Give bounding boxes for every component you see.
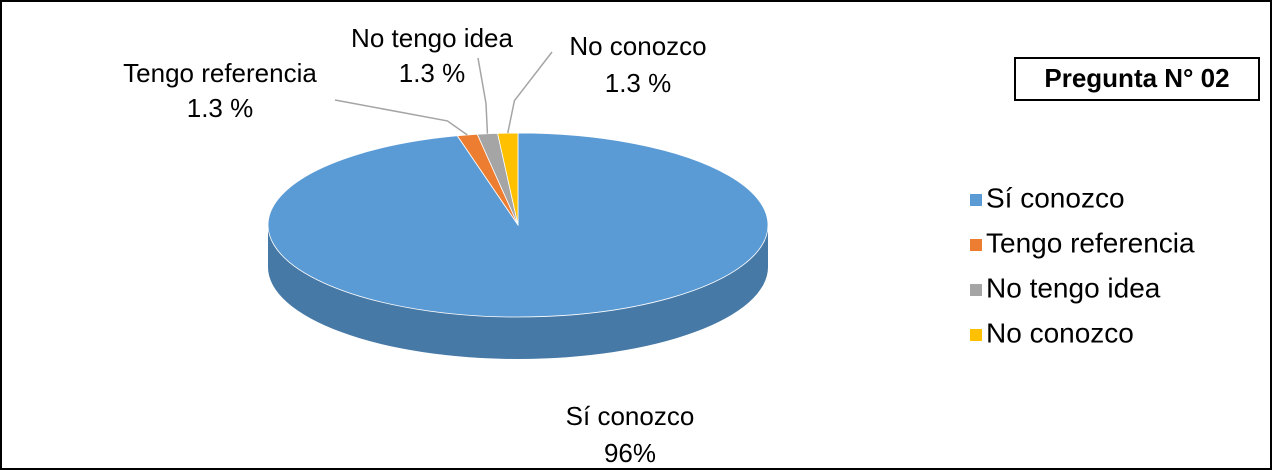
data-label-name: Tengo referencia: [123, 58, 317, 88]
data-label-value: 1.3 %: [187, 93, 254, 123]
title-box: [1014, 57, 1260, 101]
legend-swatch: [970, 239, 982, 251]
pie-side-shade: [268, 225, 768, 359]
data-label-name: No tengo idea: [351, 23, 513, 53]
legend-swatch: [970, 194, 982, 206]
legend-label: Sí conozco: [986, 182, 1125, 213]
data-label-value: 1.3 %: [605, 68, 672, 98]
legend-label: Tengo referencia: [986, 227, 1195, 258]
chart-title: Pregunta N° 02: [1044, 63, 1229, 93]
legend-label: No tengo idea: [986, 272, 1161, 303]
leader-line: [334, 99, 468, 136]
data-label-name: No conozco: [569, 31, 706, 61]
leader-line: [477, 57, 489, 134]
legend-swatch: [970, 284, 982, 296]
data-label-value: 96%: [604, 438, 656, 468]
legend-swatch: [970, 329, 982, 341]
leader-line: [507, 51, 553, 134]
data-label-name: Sí conozco: [566, 401, 695, 431]
data-label-value: 1.3 %: [399, 58, 466, 88]
legend-label: No conozco: [986, 317, 1134, 348]
pie-side: [268, 225, 768, 359]
